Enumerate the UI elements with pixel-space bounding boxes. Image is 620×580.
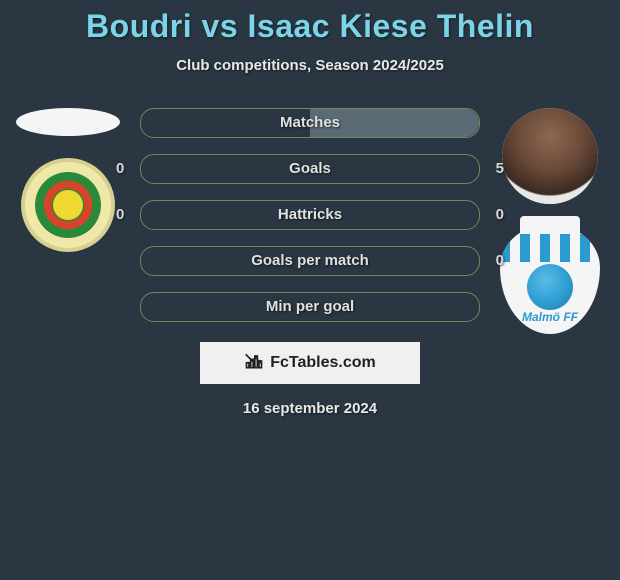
stat-row: Matches5	[140, 108, 480, 138]
stat-bar: Min per goal	[140, 292, 480, 322]
club-left-badge-center	[53, 190, 83, 220]
stat-label: Min per goal	[141, 293, 479, 321]
page-title: Boudri vs Isaac Kiese Thelin	[0, 0, 620, 45]
stat-bar: Goals per match	[140, 246, 480, 276]
club-left-badge	[25, 162, 111, 248]
stat-bar: Hattricks	[140, 200, 480, 230]
player-left-avatar-placeholder	[16, 108, 120, 136]
club-right-badge-text: Malmö FF	[500, 310, 600, 324]
branding-box: FcTables.com	[200, 342, 420, 384]
stat-row: Goals per match	[140, 246, 480, 276]
chart-icon	[244, 351, 264, 376]
stat-label: Goals per match	[141, 247, 479, 275]
stat-label: Matches	[141, 109, 479, 137]
club-right-badge-stripes	[500, 234, 600, 262]
stat-row: Min per goal	[140, 292, 480, 322]
stat-value-right: 0	[496, 200, 504, 230]
stat-value-right: 5	[496, 154, 504, 184]
club-right-badge-ball	[527, 264, 573, 310]
player-left-column	[8, 108, 128, 248]
club-right-badge-shield: Malmö FF	[500, 224, 600, 334]
stat-bars: Matches5 0Goals0 0Hattricks0 Goals per matc…	[140, 108, 480, 322]
stat-value-left: 0	[116, 200, 124, 230]
stat-row: 0Goals0	[140, 154, 480, 184]
player-right-avatar	[502, 108, 598, 204]
stat-bar: Matches	[140, 108, 480, 138]
stat-bar: Goals	[140, 154, 480, 184]
page-subtitle: Club competitions, Season 2024/2025	[0, 45, 620, 74]
club-right-badge: Malmö FF	[500, 224, 600, 344]
stat-row: 0Hattricks0	[140, 200, 480, 230]
branding-text: FcTables.com	[270, 354, 376, 372]
player-right-photo	[502, 108, 598, 204]
stat-value-left: 0	[116, 154, 124, 184]
stat-label: Goals	[141, 155, 479, 183]
comparison-card: Boudri vs Isaac Kiese Thelin Club compet…	[0, 0, 620, 417]
date-text: 16 september 2024	[0, 400, 620, 417]
stat-value-right: 0	[496, 246, 504, 276]
player-right-column: Malmö FF	[490, 108, 610, 344]
stats-area: Malmö FF Matches50Goals00Hattricks0Goals…	[0, 108, 620, 322]
stat-label: Hattricks	[141, 201, 479, 229]
